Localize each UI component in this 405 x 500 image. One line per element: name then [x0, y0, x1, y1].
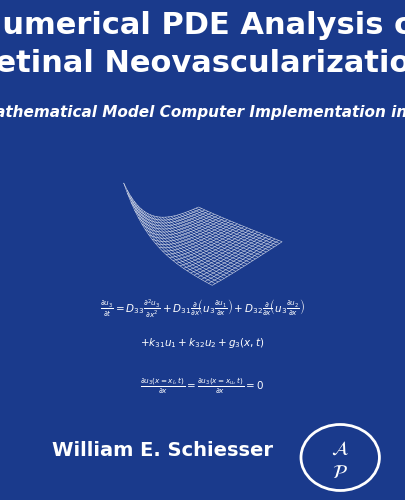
Text: Numerical PDE Analysis of: Numerical PDE Analysis of	[0, 10, 405, 40]
Text: Retinal Neovascularization: Retinal Neovascularization	[0, 48, 405, 78]
Text: Mathematical Model Computer Implementation in R: Mathematical Model Computer Implementati…	[0, 104, 405, 120]
Text: $\mathcal{P}$: $\mathcal{P}$	[332, 463, 348, 482]
Text: $\mathcal{A}$: $\mathcal{A}$	[331, 439, 349, 458]
Text: $+k_{31}u_1 + k_{32}u_2 + g_3(x,t)$: $+k_{31}u_1 + k_{32}u_2 + g_3(x,t)$	[140, 336, 265, 350]
Text: William E. Schiesser: William E. Schiesser	[51, 441, 273, 460]
Text: $\frac{\partial u_3}{\partial t} = D_{33}\frac{\partial^2 u_3}{\partial x^2}+ D_: $\frac{\partial u_3}{\partial t} = D_{33…	[100, 297, 305, 320]
Text: $\frac{\partial u_3(x=x_l,t)}{\partial x} =\frac{\partial u_3(x=x_u,t)}{\partial: $\frac{\partial u_3(x=x_l,t)}{\partial x…	[141, 377, 264, 396]
